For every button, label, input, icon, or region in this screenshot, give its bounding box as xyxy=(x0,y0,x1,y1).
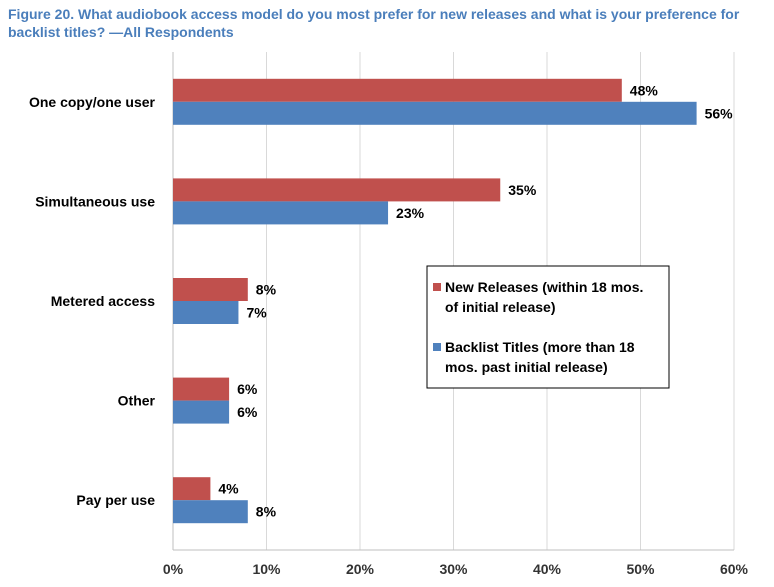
x-tick-label: 10% xyxy=(252,561,281,577)
category-label: One copy/one user xyxy=(29,94,156,110)
bar xyxy=(173,278,248,301)
bar xyxy=(173,477,211,501)
x-tick-label: 20% xyxy=(346,561,375,577)
bar xyxy=(173,500,248,524)
legend-entry: mos. past initial release) xyxy=(445,359,608,375)
data-label: 8% xyxy=(256,504,277,520)
bar xyxy=(173,377,230,401)
x-axis-tick-labels: 0% 10% 20% 30% 40% 50% 60% xyxy=(163,561,749,577)
category-label: Pay per use xyxy=(76,492,155,508)
data-label: 8% xyxy=(256,282,277,298)
bar xyxy=(173,178,501,202)
bar xyxy=(173,101,697,125)
legend-entry: of initial release) xyxy=(445,299,555,315)
data-label: 4% xyxy=(218,481,239,497)
legend: New Releases (within 18 mos. of initial r… xyxy=(426,265,670,389)
bar xyxy=(173,301,239,324)
data-label: 23% xyxy=(396,205,425,221)
bars xyxy=(173,78,697,524)
bar xyxy=(173,201,389,225)
x-tick-label: 50% xyxy=(626,561,655,577)
gridlines xyxy=(172,52,735,551)
data-label: 6% xyxy=(237,381,258,397)
data-label: 35% xyxy=(508,182,537,198)
data-label: 6% xyxy=(237,404,258,420)
bar xyxy=(173,78,622,102)
data-label: 56% xyxy=(705,105,734,121)
category-label: Simultaneous use xyxy=(35,193,155,209)
data-label: 7% xyxy=(246,305,267,321)
legend-swatch xyxy=(433,283,441,291)
x-tick-label: 30% xyxy=(439,561,468,577)
x-tick-label: 40% xyxy=(533,561,562,577)
x-tick-label: 60% xyxy=(720,561,749,577)
chart-title: Figure 20. What audiobook access model d… xyxy=(8,6,740,40)
category-label: Metered access xyxy=(51,293,156,309)
data-labels: 48% 56% 35% 23% 8% 7% 6% 6% 4% 8% xyxy=(218,82,733,519)
legend-swatch xyxy=(433,343,441,351)
category-label: Other xyxy=(118,393,156,409)
data-label: 48% xyxy=(630,82,659,98)
category-labels: One copy/one user Simultaneous use Metered… xyxy=(29,94,156,508)
legend-box xyxy=(426,265,670,389)
legend-entry: New Releases (within 18 mos. xyxy=(445,279,643,295)
x-tick-label: 0% xyxy=(163,561,184,577)
legend-entry: Backlist Titles (more than 18 xyxy=(445,339,635,355)
bar xyxy=(173,400,230,424)
